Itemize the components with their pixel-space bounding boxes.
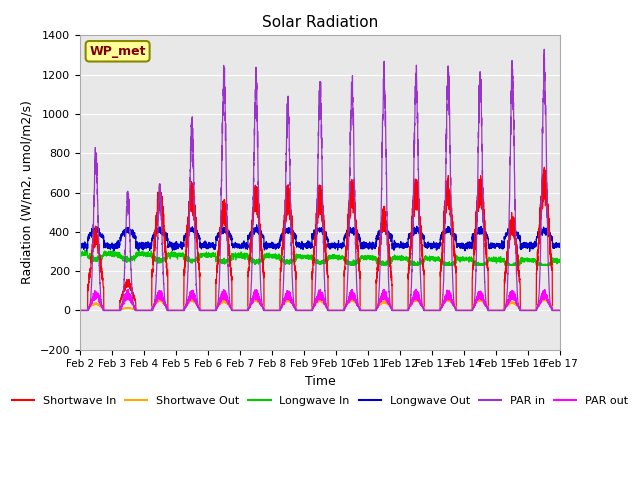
Longwave In [81,248,89,253]
PAR out [556,308,564,313]
Longwave In [455,256,463,262]
Longwave In [163,257,170,263]
PAR in [556,308,564,313]
PAR in [163,305,170,311]
Longwave Out [163,234,170,240]
Longwave In [76,251,84,257]
PAR out [401,308,408,313]
X-axis label: Time: Time [305,375,335,388]
Shortwave In [556,308,564,313]
Longwave Out [401,241,408,247]
PAR out [163,303,170,309]
PAR in [428,308,435,313]
Shortwave Out [556,308,564,313]
Line: PAR in: PAR in [80,49,560,311]
PAR out [301,308,309,313]
PAR out [556,308,564,313]
PAR in [556,308,564,313]
Shortwave Out [541,295,548,300]
Longwave Out [76,241,84,247]
PAR in [454,308,462,313]
Longwave Out [301,244,309,250]
Longwave In [556,258,564,264]
Shortwave Out [163,302,170,308]
PAR in [301,308,309,313]
Shortwave In [541,164,548,170]
Longwave Out [454,242,462,248]
Shortwave In [76,308,84,313]
Longwave Out [556,242,564,248]
Longwave In [556,258,564,264]
Longwave In [350,263,358,268]
Shortwave Out [401,308,408,313]
Longwave Out [253,222,260,228]
Shortwave Out [454,308,462,313]
Shortwave Out [428,308,435,313]
Longwave In [301,253,309,259]
Line: Longwave In: Longwave In [80,251,560,265]
PAR out [428,308,435,313]
Longwave In [428,255,435,261]
Longwave Out [556,240,564,246]
PAR out [454,308,462,313]
Y-axis label: Radiation (W/m2, umol/m2/s): Radiation (W/m2, umol/m2/s) [21,101,34,285]
PAR in [540,47,548,52]
Longwave Out [526,249,534,254]
Line: Longwave Out: Longwave Out [80,225,560,252]
PAR in [76,308,84,313]
Line: Shortwave In: Shortwave In [80,167,560,311]
PAR out [76,308,84,313]
Text: WP_met: WP_met [90,45,146,58]
Shortwave In [556,308,564,313]
Shortwave Out [76,308,84,313]
Shortwave Out [301,308,309,313]
Line: PAR out: PAR out [80,289,560,311]
Shortwave In [301,308,309,313]
Longwave Out [428,244,435,250]
Shortwave Out [556,308,564,313]
Line: Shortwave Out: Shortwave Out [80,298,560,311]
Shortwave In [428,308,435,313]
Legend: Shortwave In, Shortwave Out, Longwave In, Longwave Out, PAR in, PAR out: Shortwave In, Shortwave Out, Longwave In… [7,391,633,410]
Shortwave In [454,308,462,313]
PAR out [412,287,420,292]
PAR in [401,308,408,313]
Shortwave In [163,249,170,255]
Longwave In [401,256,408,262]
Shortwave In [401,308,408,313]
Title: Solar Radiation: Solar Radiation [262,15,378,30]
